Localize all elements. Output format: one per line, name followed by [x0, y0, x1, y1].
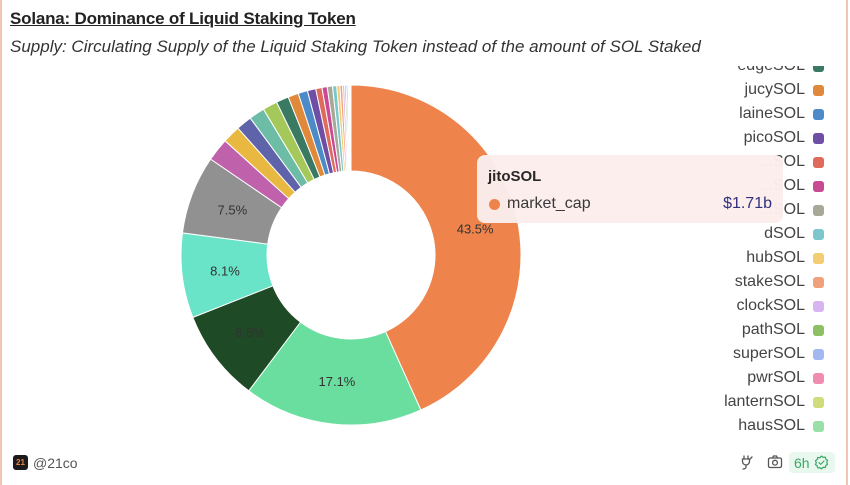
tooltip-title: jitoSOL	[488, 168, 542, 185]
legend-label: hubSOL	[746, 249, 805, 266]
legend-label: edgeSOL	[737, 66, 805, 75]
legend-swatch-icon	[813, 396, 824, 408]
pie-slice-hausSOL[interactable]	[349, 84, 352, 172]
refresh-status-badge[interactable]: 6h	[789, 452, 835, 473]
legend-label: hausSOL	[738, 417, 805, 434]
legend-label: stakeSOL	[734, 273, 805, 290]
slice-percent-label: 43.5%	[457, 221, 494, 236]
legend-item[interactable]: lanternSOL	[664, 390, 824, 414]
pie-slice-slice2[interactable]	[248, 321, 422, 426]
legend-swatch-icon	[813, 108, 824, 120]
legend-swatch-icon	[813, 420, 824, 432]
legend-swatch-icon	[813, 180, 824, 192]
refresh-interval: 6h	[794, 454, 810, 471]
card-border-right	[846, 0, 848, 485]
legend-item[interactable]: hausSOL	[664, 414, 824, 438]
legend-label: clockSOL	[736, 297, 805, 314]
legend-label: superSOL	[732, 345, 805, 362]
slice-percent-label: 8.1%	[210, 264, 240, 279]
legend-swatch-icon	[813, 252, 824, 264]
creator-logo-icon: 21	[13, 455, 28, 470]
legend-swatch-icon	[813, 66, 824, 72]
series-dot-icon	[489, 199, 500, 210]
legend-item[interactable]: pwrSOL	[664, 366, 824, 390]
legend-item[interactable]: hubSOL	[664, 246, 824, 270]
creator-handle-link[interactable]: @21co	[33, 455, 78, 471]
legend-item[interactable]: pathSOL	[664, 318, 824, 342]
legend-swatch-icon	[813, 300, 824, 312]
chart-title[interactable]: Solana: Dominance of Liquid Staking Toke…	[10, 9, 356, 28]
slice-percent-label: 7.5%	[218, 203, 248, 218]
legend-item[interactable]: picoSOL	[664, 126, 824, 150]
tooltip-value: $1.71b	[723, 195, 772, 212]
legend-swatch-icon	[813, 348, 824, 360]
legend-swatch-icon	[813, 156, 824, 168]
legend-swatch-icon	[813, 276, 824, 288]
card-border-left	[0, 0, 2, 485]
legend-item[interactable]: edgeSOL	[664, 66, 824, 78]
camera-icon[interactable]	[767, 454, 783, 470]
legend-item[interactable]: clockSOL	[664, 294, 824, 318]
legend-item[interactable]: jucySOL	[664, 78, 824, 102]
verified-check-icon	[814, 455, 828, 470]
chart-subtitle: Supply: Circulating Supply of the Liquid…	[10, 37, 701, 56]
legend[interactable]: edgeSOLjucySOLlaineSOLpicoSOL...SOL...SO…	[664, 66, 824, 448]
legend-swatch-icon	[813, 372, 824, 384]
legend-label: pwrSOL	[747, 369, 805, 386]
legend-item[interactable]: dSOL	[664, 222, 824, 246]
slice-percent-label: 17.1%	[319, 374, 356, 389]
legend-label: jucySOL	[744, 81, 805, 98]
legend-swatch-icon	[813, 132, 824, 144]
fork-icon[interactable]	[739, 454, 755, 470]
legend-item[interactable]: stakeSOL	[664, 270, 824, 294]
legend-swatch-icon	[813, 204, 824, 216]
legend-label: lanternSOL	[724, 393, 805, 410]
legend-label: laineSOL	[739, 105, 805, 122]
slice-percent-label: 8.8%	[235, 325, 265, 340]
legend-swatch-icon	[813, 324, 824, 336]
legend-swatch-icon	[813, 228, 824, 240]
legend-label: pathSOL	[741, 321, 805, 338]
tooltip-series-label: market_cap	[507, 195, 591, 212]
legend-label: picoSOL	[743, 129, 805, 146]
legend-item[interactable]: superSOL	[664, 342, 824, 366]
legend-label: dSOL	[764, 225, 805, 242]
legend-item[interactable]: laineSOL	[664, 102, 824, 126]
legend-swatch-icon	[813, 84, 824, 96]
chart-tooltip: jitoSOL market_cap $1.71b	[477, 155, 783, 223]
